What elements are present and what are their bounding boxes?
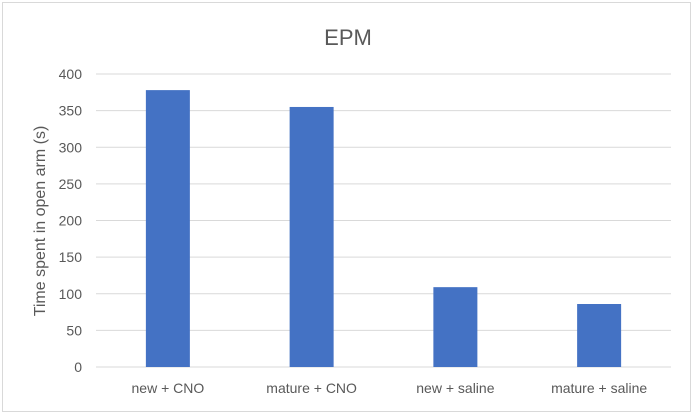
x-tick-label: new + CNO [132, 380, 205, 396]
y-tick-label: 100 [59, 286, 83, 302]
bar-mature-saline [577, 304, 622, 367]
bar-new-saline [433, 287, 478, 367]
chart-frame: EPM Time spent in open arm (s) 0 50 100 150… [2, 2, 691, 412]
y-tick-label: 400 [59, 66, 83, 82]
chart-title: EPM [324, 25, 372, 50]
bar-mature-cno [289, 106, 334, 368]
x-tick-labels: new + CNO mature + CNO new + saline mature … [132, 380, 648, 396]
y-tick-labels: 0 50 100 150 200 250 300 350 400 [59, 66, 83, 375]
x-tick-label: new + saline [416, 380, 494, 396]
bar-chart: EPM Time spent in open arm (s) 0 50 100 150… [32, 25, 671, 396]
y-tick-label: 300 [59, 139, 83, 155]
y-tick-label: 150 [59, 249, 83, 265]
y-tick-label: 0 [74, 359, 82, 375]
gridlines [96, 73, 671, 368]
y-axis-label: Time spent in open arm (s) [32, 126, 49, 317]
x-tick-label: mature + saline [551, 380, 647, 396]
y-tick-label: 200 [59, 213, 83, 229]
bar-new-cno [145, 90, 190, 368]
y-tick-label: 350 [59, 103, 83, 119]
bars [145, 90, 622, 368]
x-tick-label: mature + CNO [266, 380, 357, 396]
y-tick-label: 250 [59, 176, 83, 192]
y-tick-label: 50 [66, 322, 82, 338]
